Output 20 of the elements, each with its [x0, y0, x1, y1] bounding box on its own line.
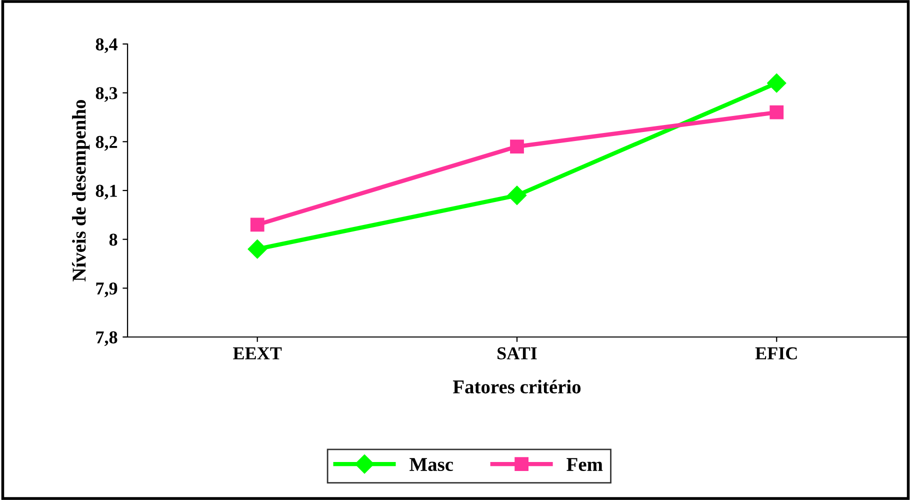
legend-label: Masc: [410, 458, 454, 472]
y-tick-label: 8,1: [96, 184, 117, 200]
y-tick-label: 8,4: [96, 38, 118, 54]
point: [248, 240, 267, 259]
x-tick-label: EEXT: [233, 347, 282, 360]
y-tick-label: 8,2: [96, 136, 118, 151]
x-tick-label: EFIC: [755, 347, 797, 360]
point: [770, 105, 784, 120]
x-axis-title: Fatores critério: [452, 380, 581, 394]
point: [767, 74, 786, 93]
point: [507, 186, 527, 205]
legend-label: Fem: [566, 458, 603, 472]
y-tick-label: 8,3: [96, 87, 118, 102]
y-tick-label: 8: [109, 234, 118, 246]
x-tick-label: SATI: [498, 347, 537, 360]
point: [510, 140, 524, 154]
point: [250, 218, 264, 232]
y-tick-label: 7,8: [96, 331, 118, 346]
y-axis-title: Níveis de desempenho: [72, 100, 90, 282]
y-tick-label: 7,9: [96, 282, 118, 298]
